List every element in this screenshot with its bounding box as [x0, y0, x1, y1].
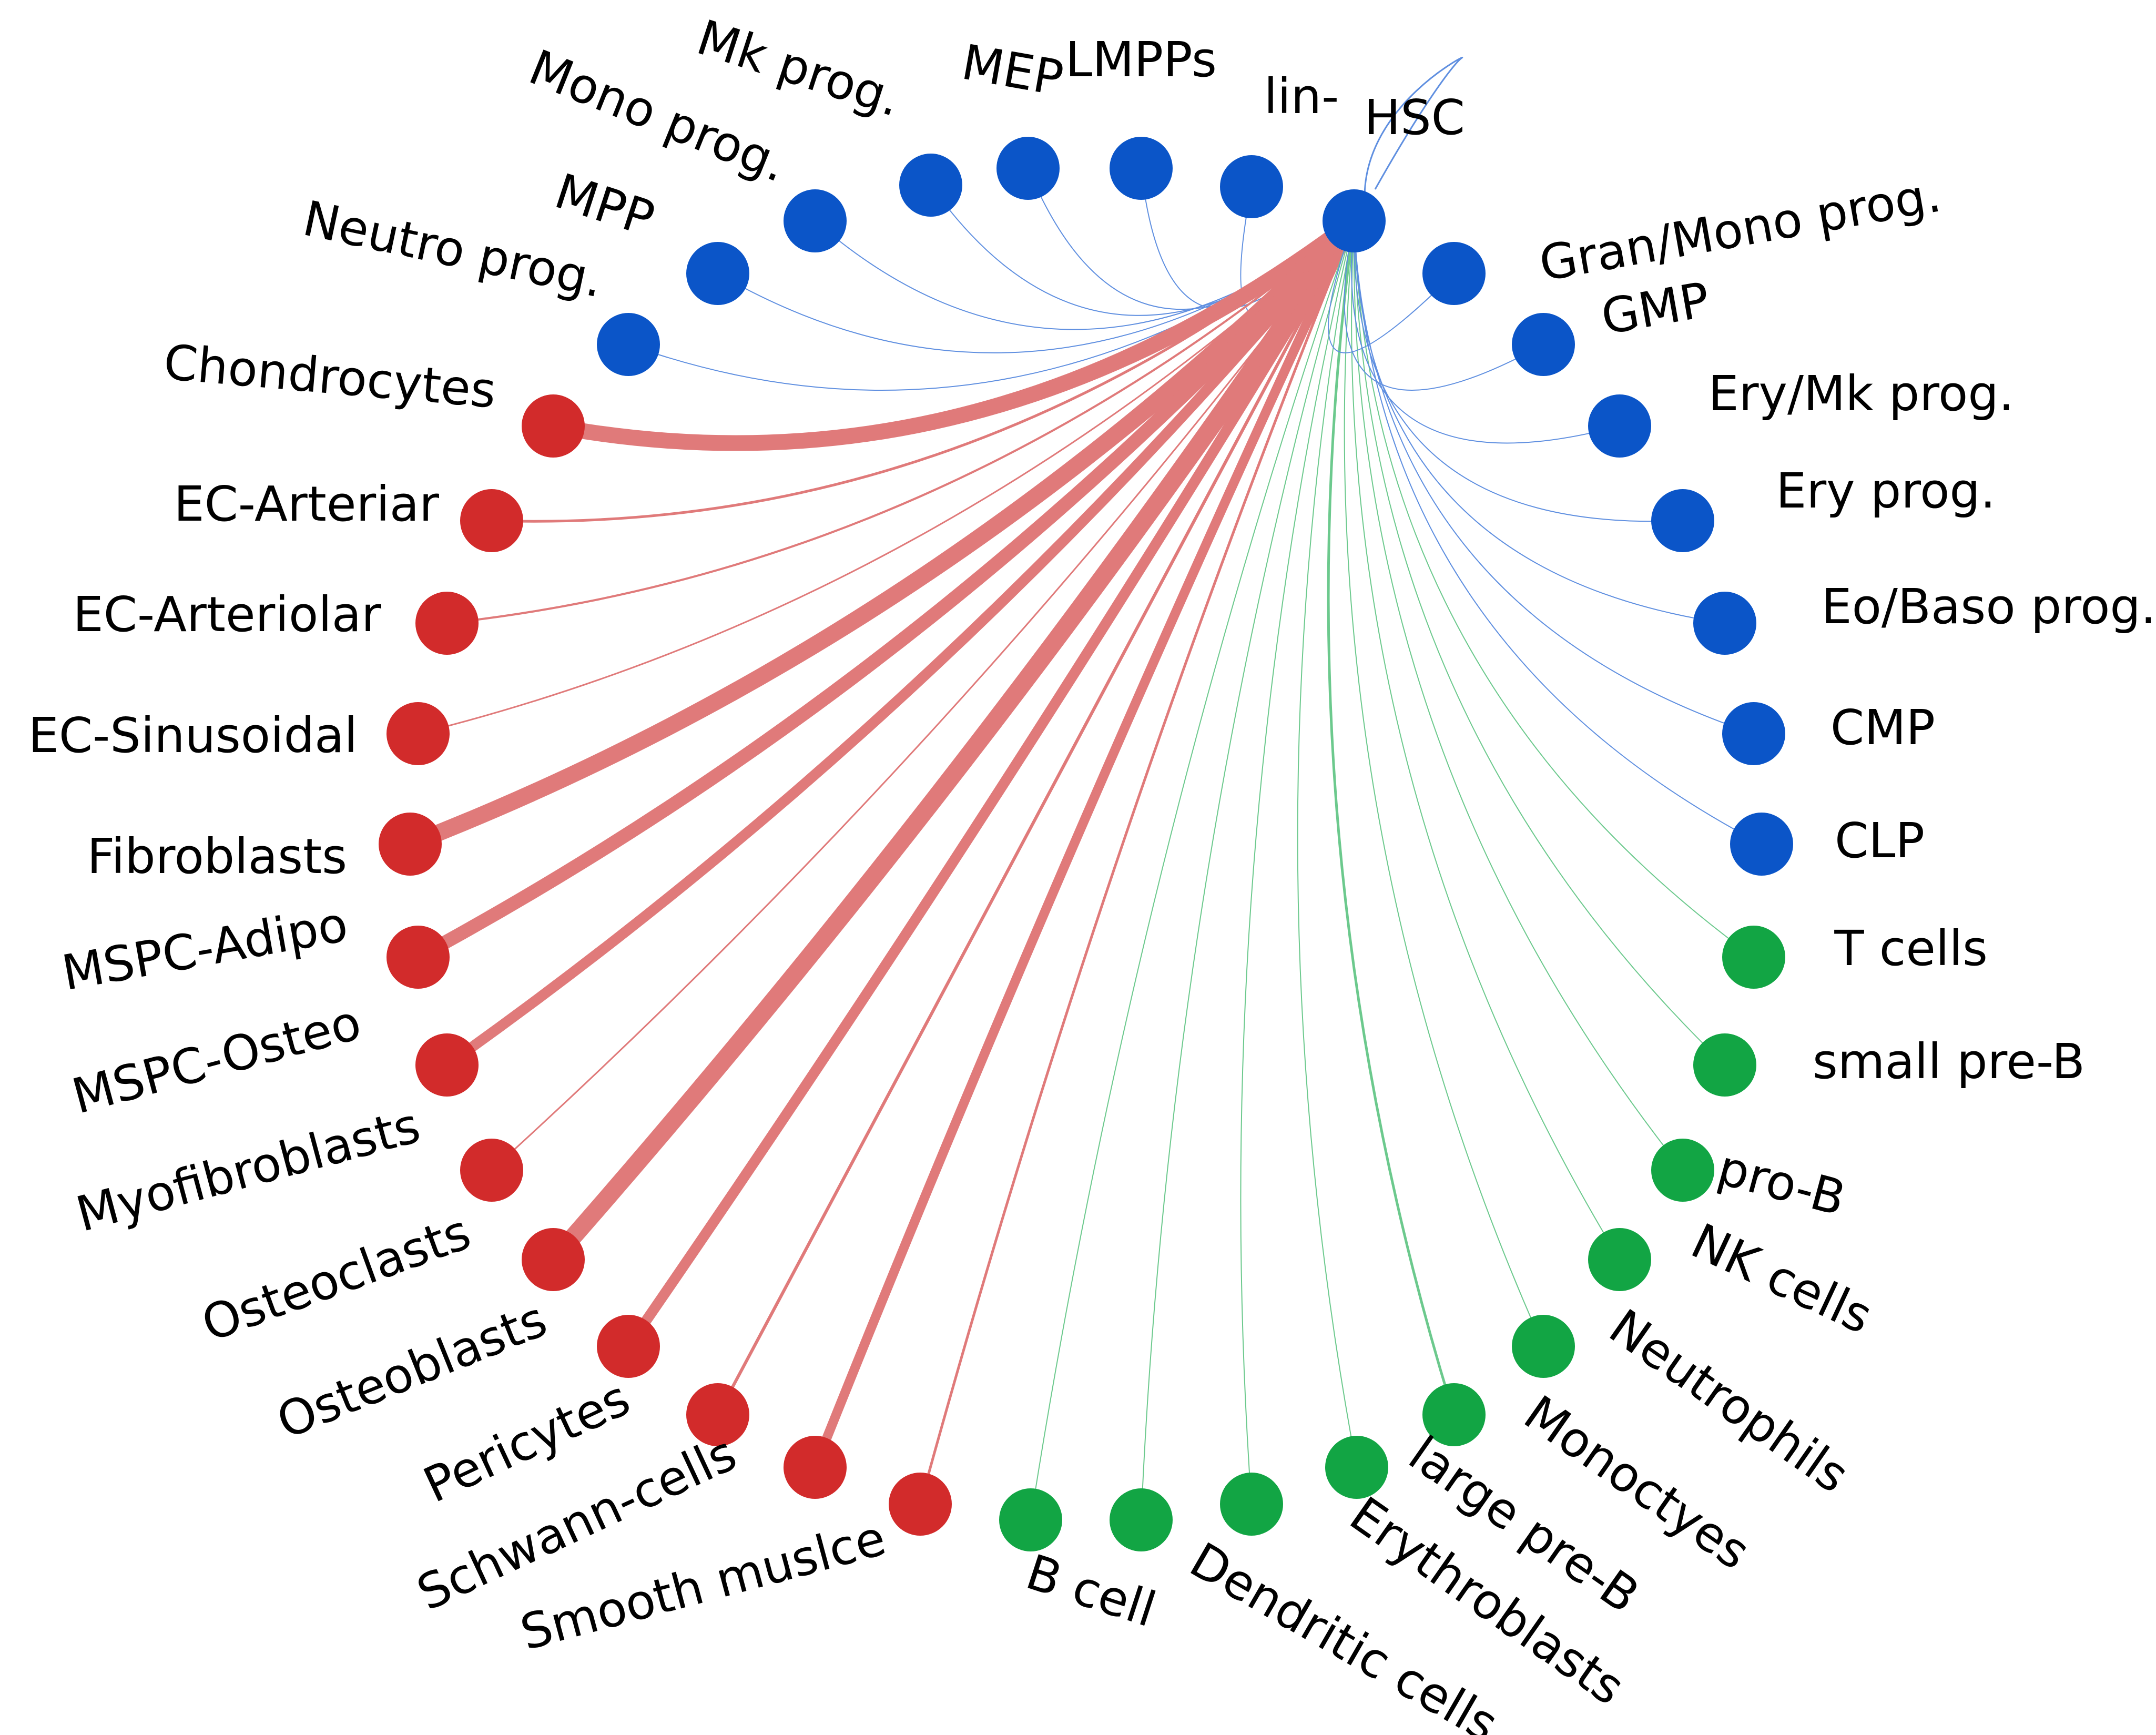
edges-layer — [402, 56, 1762, 1520]
edge-fibro — [402, 212, 1362, 853]
node-erythroblasts — [1220, 1473, 1283, 1536]
edge-ecart — [490, 219, 1356, 523]
label-mkprog: Mk prog. — [690, 9, 908, 127]
label-eryprog: Ery prog. — [1776, 463, 1996, 519]
edge-eryprog — [1353, 220, 1683, 522]
label-cmp: CMP — [1830, 699, 1935, 756]
edge-pericytes — [716, 219, 1356, 1416]
label-eobaso: Eo/Baso prog. — [1822, 579, 2156, 635]
nodes-layer — [379, 137, 1793, 1551]
label-bcell: B cell — [1020, 1544, 1162, 1638]
node-neutroprog — [597, 313, 660, 376]
node-granmono — [1422, 242, 1486, 305]
node-pericytes — [686, 1383, 749, 1446]
node-lin — [1220, 155, 1283, 218]
edge-erymk — [1351, 220, 1620, 444]
node-nkcells — [1588, 1228, 1651, 1291]
label-nkcells: NK cells — [1683, 1213, 1880, 1345]
edge-osteoclasts — [544, 212, 1363, 1269]
edge-clp — [1354, 220, 1762, 845]
label-prob: pro-B — [1712, 1139, 1852, 1227]
edge-largepreb — [1297, 220, 1357, 1468]
label-myofibro: Myofibroblasts — [70, 1097, 426, 1243]
label-mspcosteo: MSPC-Osteo — [66, 994, 367, 1125]
node-mpp — [686, 242, 749, 305]
edge-myofibro — [491, 220, 1355, 1171]
node-ecsin — [387, 702, 450, 765]
label-chondro: Chondrocytes — [161, 334, 498, 419]
label-ecarteriolar: EC-Arteriolar — [73, 586, 382, 643]
node-smallpreb — [1693, 1033, 1756, 1097]
node-bcell — [999, 1488, 1062, 1551]
edge-prob — [1353, 220, 1683, 1171]
node-ecart — [460, 489, 523, 552]
node-neutrophils — [1512, 1315, 1575, 1378]
node-osteoclasts — [522, 1228, 585, 1291]
node-lmpps — [1110, 137, 1173, 200]
edge-mspcosteo — [442, 216, 1359, 1070]
node-gmp — [1512, 313, 1575, 376]
edge-granmono — [1328, 220, 1455, 353]
label-ecsin: EC-Sinusoidal — [28, 707, 358, 764]
node-mep — [996, 137, 1060, 200]
label-clp: CLP — [1835, 813, 1925, 869]
edge-erythroblasts — [1240, 220, 1355, 1505]
label-mspcadipo: MSPC-Adipo — [58, 896, 352, 1002]
node-mspcosteo — [415, 1033, 479, 1097]
node-eryprog — [1651, 489, 1714, 552]
node-hsc — [1323, 189, 1386, 252]
label-gmp: GMP — [1597, 271, 1714, 346]
node-largepreb — [1325, 1436, 1388, 1499]
edge-neutrophils — [1344, 220, 1544, 1347]
edge-ecarteriolar — [446, 220, 1355, 624]
label-lin: lin- — [1264, 68, 1339, 125]
node-cmp — [1722, 702, 1785, 765]
edge-chondro — [545, 213, 1362, 451]
node-schwann — [784, 1436, 847, 1499]
node-mkprog — [899, 154, 962, 217]
edge-smallpreb — [1354, 220, 1725, 1066]
label-lmpps: LMPPs — [1065, 32, 1217, 88]
node-dendritic — [1110, 1488, 1173, 1551]
edge-gmp — [1344, 220, 1544, 391]
edge-dendritic — [1141, 220, 1355, 1520]
node-smooth — [889, 1473, 952, 1536]
edge-cmp — [1354, 220, 1754, 734]
node-tcells — [1722, 926, 1785, 989]
node-myofibro — [460, 1139, 523, 1202]
label-mep: MEP — [958, 34, 1067, 107]
edge-eobaso — [1354, 220, 1725, 624]
node-eobaso — [1693, 592, 1756, 655]
node-mspcadipo — [387, 926, 450, 989]
edge-bcell — [1030, 220, 1355, 1520]
label-fibro: Fibroblasts — [87, 828, 347, 885]
edge-mspcadipo — [411, 214, 1361, 964]
edge-tcells — [1354, 220, 1754, 958]
label-smallpreb: small pre-B — [1813, 1033, 2085, 1090]
node-osteoblasts — [597, 1315, 660, 1378]
node-chondro — [522, 394, 585, 458]
node-clp — [1730, 813, 1793, 876]
label-hsc: HSC — [1364, 89, 1465, 146]
label-granmono: Gran/Mono prog. — [1535, 166, 1945, 292]
node-fibro — [379, 813, 442, 876]
edge-monoctyes — [1327, 219, 1456, 1416]
node-monoctyes — [1422, 1383, 1486, 1446]
edge-nkcells — [1351, 220, 1620, 1260]
label-ecart: EC-Arteriar — [174, 476, 439, 532]
edge-schwann — [810, 216, 1359, 1472]
node-monoprog — [784, 189, 847, 252]
edge-osteoblasts — [623, 216, 1359, 1352]
node-erymk — [1588, 394, 1651, 458]
label-tcells: T cells — [1834, 920, 1988, 977]
label-erymk: Ery/Mk prog. — [1708, 366, 2014, 422]
node-ecarteriolar — [415, 592, 479, 655]
edge-hsc-self-loop — [1364, 56, 1463, 198]
label-mpp: MPP — [548, 163, 661, 248]
node-prob — [1651, 1139, 1714, 1202]
edge-smooth — [919, 219, 1356, 1506]
